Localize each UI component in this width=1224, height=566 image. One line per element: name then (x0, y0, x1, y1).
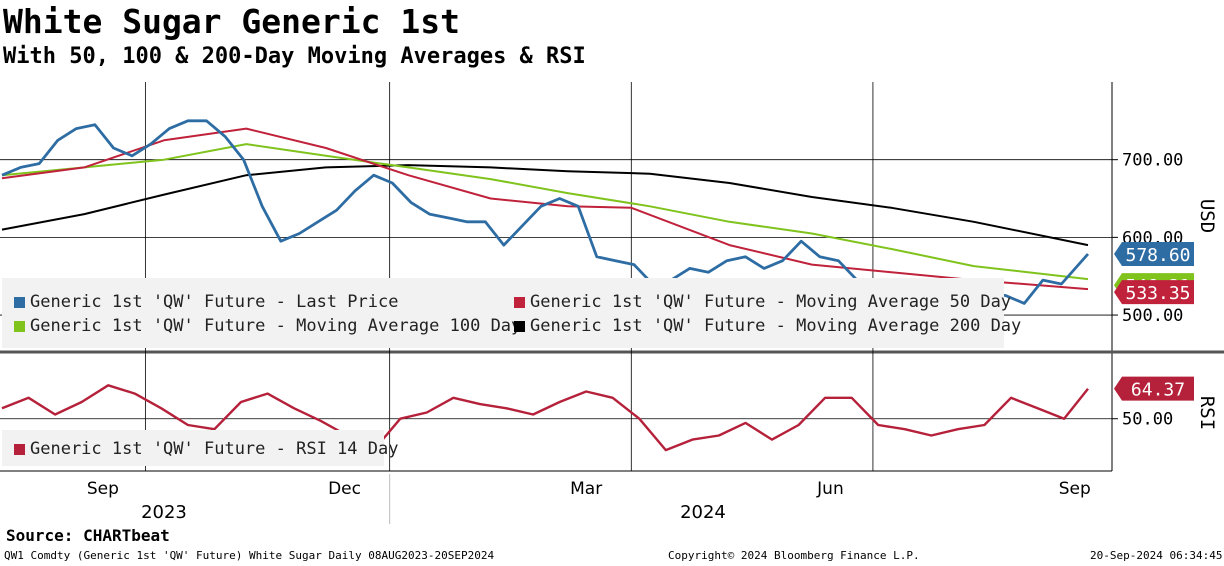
series-line (1, 164, 1089, 247)
x-year-label: 2024 (680, 502, 726, 523)
y-tick-label: 500.00 (1122, 306, 1183, 326)
legend-label: Generic 1st 'QW' Future - Moving Average… (530, 292, 1012, 312)
series-line (1, 384, 1089, 452)
legend-item-rsi: Generic 1st 'QW' Future - RSI 14 Day (14, 439, 398, 459)
series-line (1, 127, 1089, 291)
legend-label: Generic 1st 'QW' Future - Moving Average… (530, 316, 1022, 336)
rsi-end-tag-label: 64.37 (1131, 380, 1185, 401)
copyright-note: Copyright© 2024 Bloomberg Finance L.P. (668, 549, 920, 562)
y-axis-label-rsi: RSI (1196, 396, 1218, 430)
x-year-label: 2023 (141, 502, 187, 523)
last-price-end-tag-label: 578.60 (1125, 245, 1190, 266)
legend-label: Generic 1st 'QW' Future - Moving Average… (30, 316, 522, 336)
ma50-end-tag-label: 533.35 (1125, 283, 1190, 304)
last-price-end-tag (1114, 241, 1194, 266)
y-tick-label: 700.00 (1122, 151, 1183, 171)
legend-swatch (14, 443, 25, 455)
x-tick-label: Sep (87, 479, 119, 499)
security-description: QW1 Comdty (Generic 1st 'QW' Future) Whi… (4, 549, 495, 562)
legend-item-ma100: Generic 1st 'QW' Future - Moving Average… (14, 316, 521, 336)
x-tick-label: Mar (570, 479, 602, 499)
y-axis-label-usd: USD (1196, 199, 1218, 233)
price-legend: Generic 1st 'QW' Future - Last Price Gen… (2, 278, 1021, 348)
y-tick-label: 50.00 (1122, 410, 1173, 430)
chart-title: White Sugar Generic 1st (3, 2, 460, 41)
legend-swatch (14, 320, 25, 332)
chart-subtitle: With 50, 100 & 200-Day Moving Averages &… (3, 44, 586, 69)
ma50-end-tag (1114, 280, 1194, 305)
legend-swatch (514, 320, 525, 332)
legend-item-last-price: Generic 1st 'QW' Future - Last Price (14, 292, 398, 312)
x-tick-label: Sep (1059, 479, 1091, 499)
legend-label: Generic 1st 'QW' Future - RSI 14 Day (30, 439, 399, 459)
timestamp: 20-Sep-2024 06:34:45 (1090, 549, 1223, 562)
legend-swatch (514, 296, 525, 308)
legend-item-ma50: Generic 1st 'QW' Future - Moving Average… (514, 292, 1011, 312)
rsi-legend: Generic 1st 'QW' Future - RSI 14 Day (2, 430, 398, 466)
legend-swatch (14, 296, 25, 308)
legend-label: Generic 1st 'QW' Future - Last Price (30, 292, 399, 312)
source-note: Source: CHARTbeat (6, 526, 170, 545)
rsi-end-tag (1114, 376, 1194, 401)
x-tick-label: Dec (328, 479, 361, 499)
legend-item-ma200: Generic 1st 'QW' Future - Moving Average… (514, 316, 1021, 336)
series-line (1, 143, 1089, 281)
x-tick-label: Jun (816, 479, 844, 499)
